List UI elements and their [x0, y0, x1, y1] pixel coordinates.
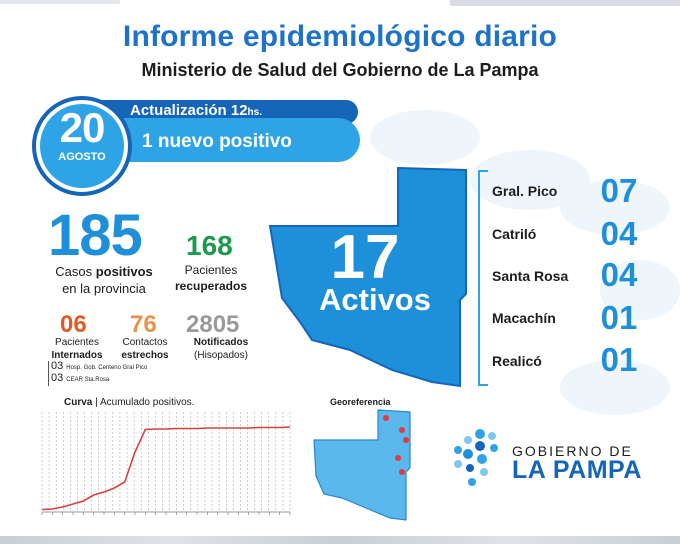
georef-point	[399, 427, 405, 433]
notified-caption: Notificados (Hisopados)	[193, 337, 249, 361]
background-pill	[560, 180, 670, 235]
page-title: Informe epidemiológico diario	[122, 20, 558, 53]
town-count: 04	[600, 215, 638, 252]
active-label: Activos	[319, 282, 431, 317]
georef-point	[383, 415, 389, 421]
page-subtitle: Ministerio de Salud del Gobierno de La P…	[141, 60, 539, 80]
recovered-caption: Pacientes recuperados	[174, 263, 248, 293]
georef-map	[313, 409, 411, 521]
date-badge-inner	[40, 104, 124, 188]
date-month: AGOSTO	[58, 151, 106, 163]
georef-point	[403, 437, 409, 443]
la-pampa-map-shape	[268, 166, 467, 388]
georef-title: Georeferencia	[330, 397, 391, 407]
towns-bracket	[478, 170, 488, 386]
town-name: Realicó	[492, 353, 542, 369]
contacts-count: 76	[130, 311, 157, 338]
notified-count: 2805	[186, 311, 240, 338]
recovered-count: 168	[186, 230, 233, 261]
hospital-item: 03 CEAR Sta.Rosa	[48, 373, 109, 386]
georef-point	[395, 455, 401, 461]
background-pill	[560, 360, 670, 415]
georef-province-shape	[313, 409, 411, 521]
curve-series-line	[41, 426, 291, 511]
government-logo-icon	[454, 429, 498, 486]
cumulative-curve-chart	[41, 412, 291, 515]
new-cases-text: 1 nuevo positivo	[142, 131, 292, 152]
logo-text-main: LA PAMPA	[512, 456, 642, 484]
positive-count: 185	[48, 203, 143, 268]
curve-title: Curva | Acumulado positivos.	[64, 397, 195, 408]
background-pill	[600, 260, 680, 320]
hospitalized-count: 06	[60, 311, 87, 338]
contacts-caption: Contactos estrechos	[121, 337, 169, 361]
town-count: 04	[600, 256, 638, 293]
georef-point	[399, 469, 405, 475]
logo-text-top: GOBIERNO DE	[512, 443, 633, 459]
hospitalized-caption: Pacientes Internados	[51, 337, 103, 361]
town-count: 01	[600, 341, 638, 378]
date-day: 20	[59, 104, 106, 151]
town-count: 01	[600, 299, 638, 336]
background-pill	[370, 110, 480, 165]
town-count: 07	[600, 172, 638, 209]
town-name: Catriló	[492, 226, 537, 242]
update-label: Actualización 12hs.	[130, 102, 262, 119]
top-stripe	[450, 0, 680, 6]
hospital-item: 03 Hosp. Gob. Centeno Gral Pico	[48, 361, 147, 374]
bottom-stripe	[0, 536, 680, 544]
town-name: Macachín	[492, 310, 556, 326]
town-name: Santa Rosa	[492, 268, 569, 284]
top-left-stripe	[0, 0, 120, 4]
town-name: Gral. Pico	[492, 183, 558, 199]
active-count: 17	[330, 223, 400, 292]
positive-caption: Casos positivos en la provincia	[55, 264, 153, 296]
